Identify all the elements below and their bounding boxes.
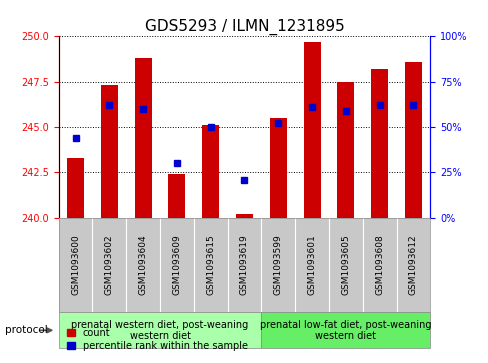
Bar (303, 42, 320, 218)
Text: GSM1093600: GSM1093600 (71, 234, 80, 295)
Text: GSM1093608: GSM1093608 (374, 234, 384, 295)
Text: GSM1093601: GSM1093601 (307, 234, 316, 295)
Text: GSM1093609: GSM1093609 (172, 234, 181, 295)
Text: GSM1093612: GSM1093612 (408, 234, 417, 295)
Bar (370, 69, 387, 218)
Text: GSM1093602: GSM1093602 (104, 234, 114, 295)
Title: GDS5293 / ILMN_1231895: GDS5293 / ILMN_1231895 (144, 19, 344, 35)
Bar (236, 214, 252, 218)
Bar (67, 158, 84, 218)
Legend: count, percentile rank within the sample: count, percentile rank within the sample (63, 324, 251, 355)
Bar (202, 125, 219, 218)
Text: prenatal western diet, post-weaning
western diet: prenatal western diet, post-weaning west… (71, 319, 248, 341)
Text: prenatal low-fat diet, post-weaning
western diet: prenatal low-fat diet, post-weaning west… (260, 319, 431, 341)
Text: protocol: protocol (5, 325, 47, 335)
Bar (168, 174, 185, 218)
Bar (101, 85, 118, 218)
Bar (337, 82, 354, 218)
Text: GSM1093604: GSM1093604 (139, 234, 147, 295)
Text: GSM1093615: GSM1093615 (206, 234, 215, 295)
Text: GSM1093619: GSM1093619 (240, 234, 248, 295)
Bar (134, 58, 151, 218)
Bar (269, 118, 286, 218)
Text: GSM1093605: GSM1093605 (341, 234, 349, 295)
Bar (404, 62, 421, 218)
Text: GSM1093599: GSM1093599 (273, 234, 282, 295)
